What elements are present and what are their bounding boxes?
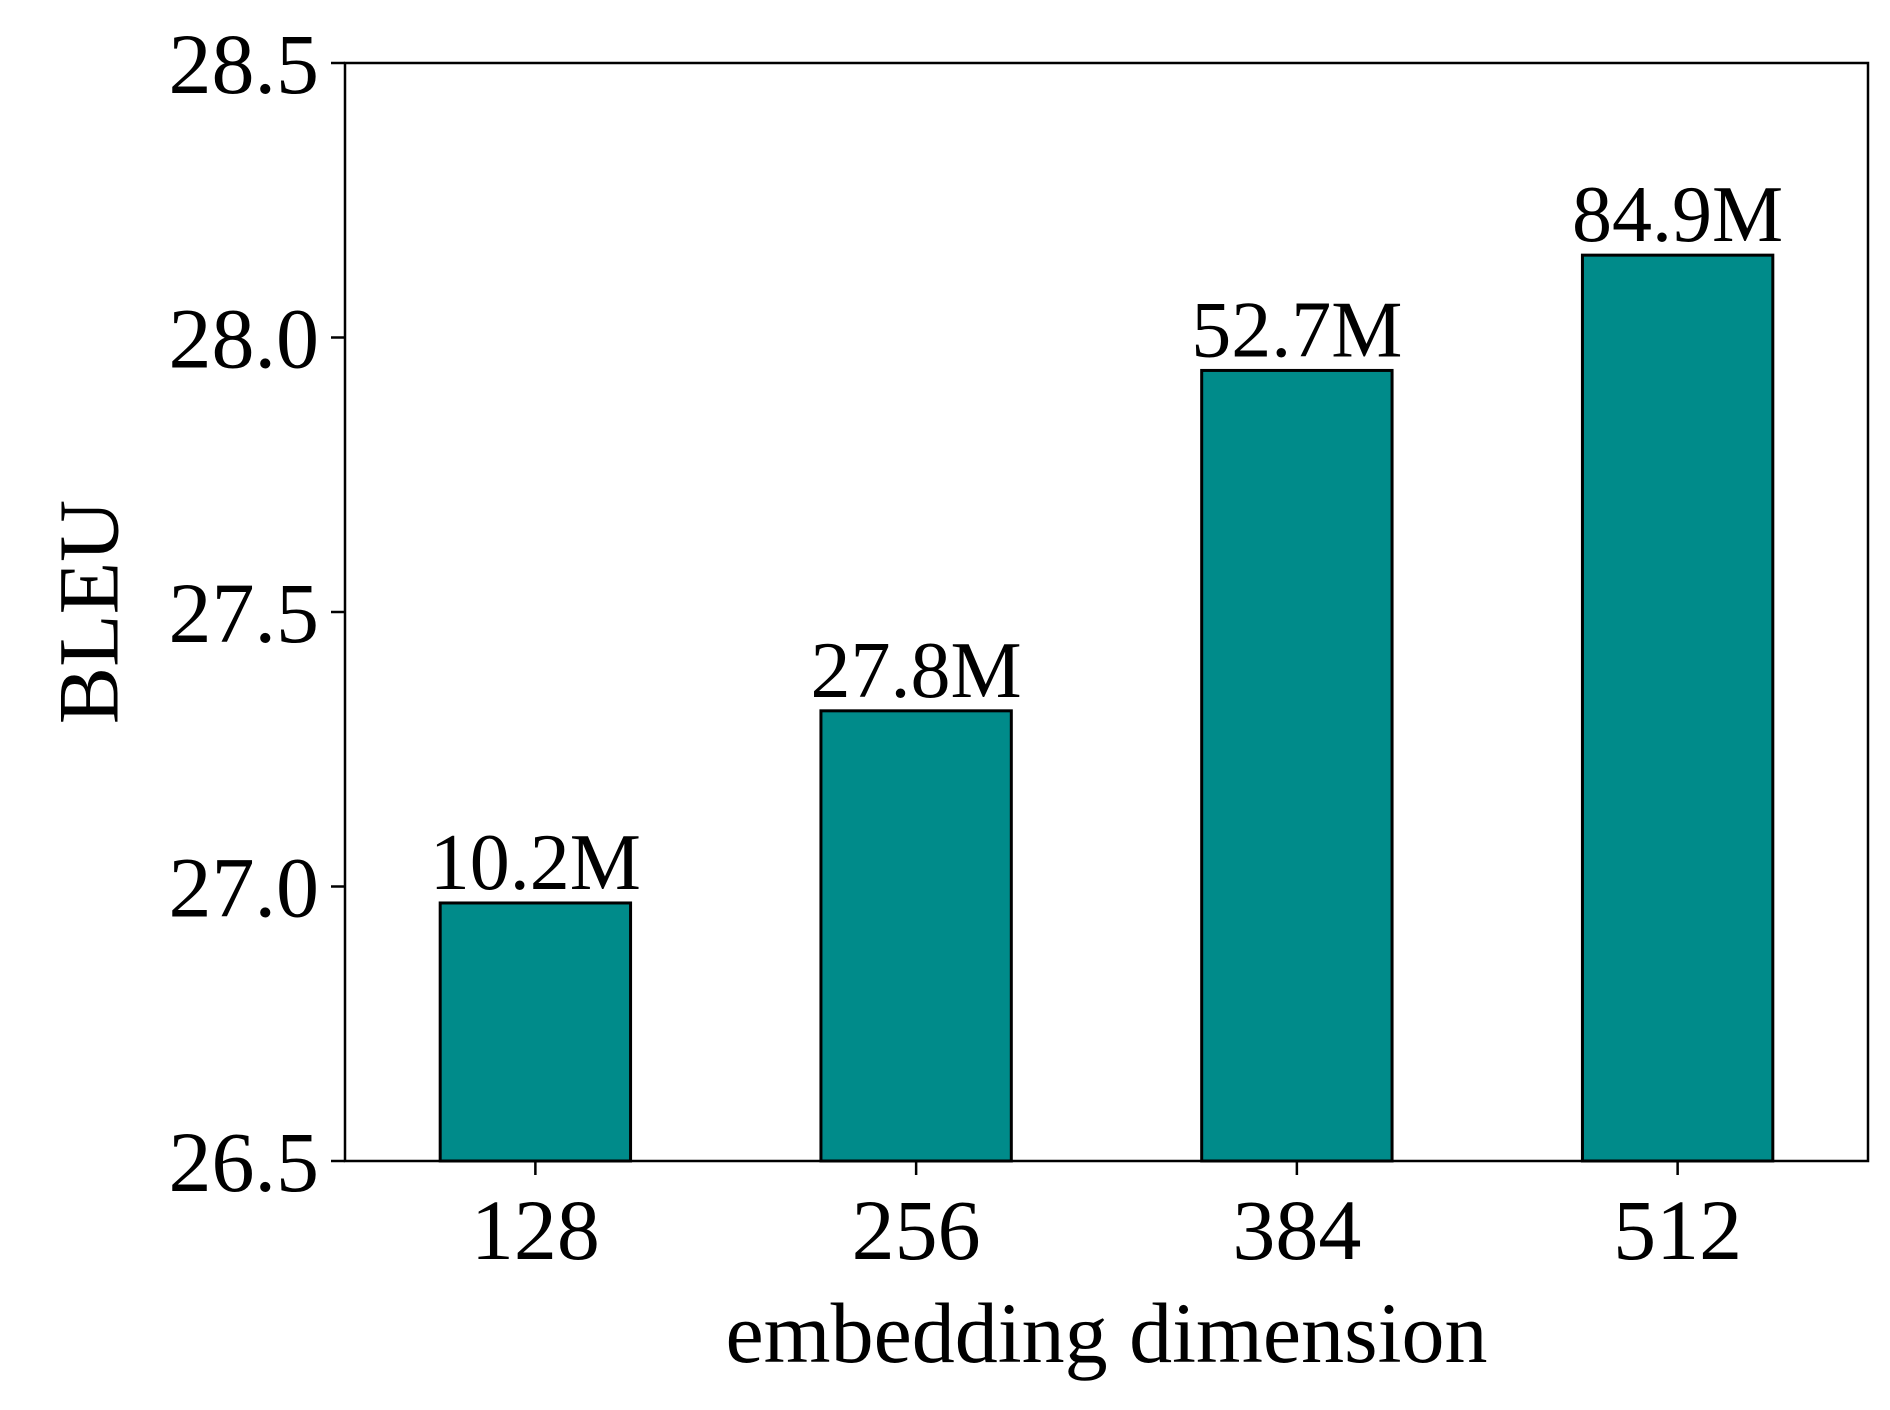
x-axis-ticks: 128 256 384 512 — [471, 1161, 1742, 1278]
bar-512 — [1580, 253, 1775, 1163]
y-tick-label: 26.5 — [169, 1114, 320, 1210]
x-axis-label: embedding dimension — [726, 1285, 1488, 1381]
bar-value-labels: 10.2M 27.8M 52.7M 84.9M — [430, 171, 1783, 907]
x-tick-label: 384 — [1232, 1182, 1361, 1278]
bar-value-label: 52.7M — [1191, 286, 1402, 374]
plot-frame — [343, 61, 1870, 1163]
x-tick-label: 256 — [852, 1182, 981, 1278]
y-tick-label: 27.5 — [169, 565, 320, 661]
y-tick-label: 28.5 — [169, 16, 320, 112]
bar-value-label: 27.8M — [811, 627, 1022, 715]
y-axis-ticks: 26.5 27.0 27.5 28.0 28.5 — [169, 16, 345, 1210]
bar-384 — [1200, 368, 1394, 1163]
bars — [438, 253, 1775, 1163]
y-tick-label: 27.0 — [169, 840, 320, 936]
bar-256 — [819, 709, 1013, 1163]
bar-128 — [438, 901, 633, 1163]
bar-value-label: 84.9M — [1572, 171, 1783, 259]
bar-value-label: 10.2M — [430, 819, 641, 907]
y-axis-label: BLEU — [41, 500, 137, 725]
x-tick-label: 512 — [1613, 1182, 1742, 1278]
y-tick-label: 28.0 — [169, 291, 320, 387]
x-tick-label: 128 — [471, 1182, 600, 1278]
